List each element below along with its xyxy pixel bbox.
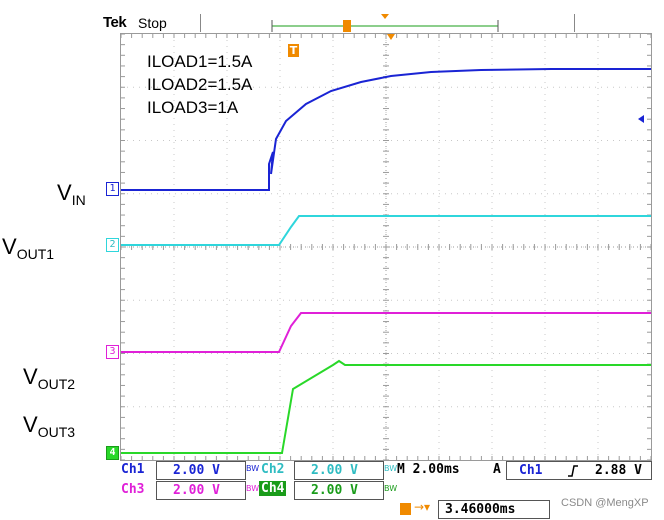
trigger-mode: A: [493, 462, 501, 477]
annotation-iload2: ILOAD2=1.5A: [147, 75, 253, 94]
trigger-position-icon: [343, 20, 351, 32]
ch2-label[interactable]: Ch2: [261, 462, 285, 477]
ch1-waveform: [121, 68, 651, 191]
trigger-position: 3.46000ms: [445, 502, 516, 517]
ch2-bw-icon: BW: [384, 464, 398, 473]
trigger-box[interactable]: Ch1 2.88 V: [506, 461, 652, 480]
ch4-scale: 2.00 V: [311, 483, 358, 498]
ch1-scale: 2.00 V: [173, 463, 220, 478]
ch4-ground-marker[interactable]: 4: [106, 446, 119, 460]
ch3-scale-box[interactable]: 2.00 V: [156, 481, 246, 500]
ch4-label[interactable]: Ch4: [259, 481, 287, 496]
ch4-waveform: [121, 359, 651, 454]
annotation-iload1: ILOAD1=1.5A: [147, 52, 253, 71]
label-vin: VIN: [57, 180, 86, 208]
ch3-scale: 2.00 V: [173, 483, 220, 498]
timebase[interactable]: M 2.00ms: [397, 462, 460, 477]
rising-edge-icon: [568, 465, 578, 477]
label-vout3: VOUT3: [23, 412, 76, 440]
ch2-ground-marker[interactable]: 2: [106, 238, 119, 252]
ch2-scale-box[interactable]: 2.00 V: [294, 461, 384, 480]
label-vout1: VOUT1: [2, 234, 55, 262]
record-view-bar: [271, 14, 499, 32]
ch3-waveform: [121, 312, 651, 353]
ch1-ground-marker[interactable]: 1: [106, 182, 119, 196]
trigger-position-box[interactable]: 3.46000ms: [438, 500, 550, 519]
brand-logo: Tek: [103, 14, 127, 31]
ch1-label[interactable]: Ch1: [121, 462, 145, 477]
annotation-iload3: ILOAD3=1A: [147, 98, 239, 117]
ch2-waveform: [121, 215, 651, 246]
ch3-bw-icon: BW: [246, 484, 260, 493]
trigger-offset-icon: [400, 503, 411, 515]
scope-display[interactable]: ILOAD1=1.5A ILOAD2=1.5A ILOAD3=1A T: [120, 33, 652, 461]
label-vout2: VOUT2: [23, 364, 76, 392]
ch1-bw-icon: BW: [246, 464, 260, 473]
arrow-right-icon: →▾: [414, 500, 431, 514]
scope-header: Tek Stop: [0, 0, 664, 36]
ch3-ground-marker[interactable]: 3: [106, 345, 119, 359]
graticule: [121, 34, 651, 460]
trigger-t-icon: T: [288, 44, 299, 57]
trigger-arrow-icon: [381, 14, 389, 19]
trigger-level-icon: [638, 115, 644, 123]
trigger-time-icon: [387, 34, 395, 40]
ch3-label[interactable]: Ch3: [121, 482, 145, 497]
watermark: CSDN @MengXP: [561, 497, 649, 509]
ch4-bw-icon: BW: [384, 484, 398, 493]
ch1-scale-box[interactable]: 2.00 V: [156, 461, 246, 480]
trigger-level: 2.88 V: [595, 463, 642, 478]
ch2-scale: 2.00 V: [311, 463, 358, 478]
trigger-source: Ch1: [519, 463, 543, 478]
ch4-scale-box[interactable]: 2.00 V: [294, 481, 384, 500]
header-divider: [574, 14, 575, 32]
header-divider: [200, 14, 201, 32]
acquisition-state: Stop: [138, 15, 167, 31]
